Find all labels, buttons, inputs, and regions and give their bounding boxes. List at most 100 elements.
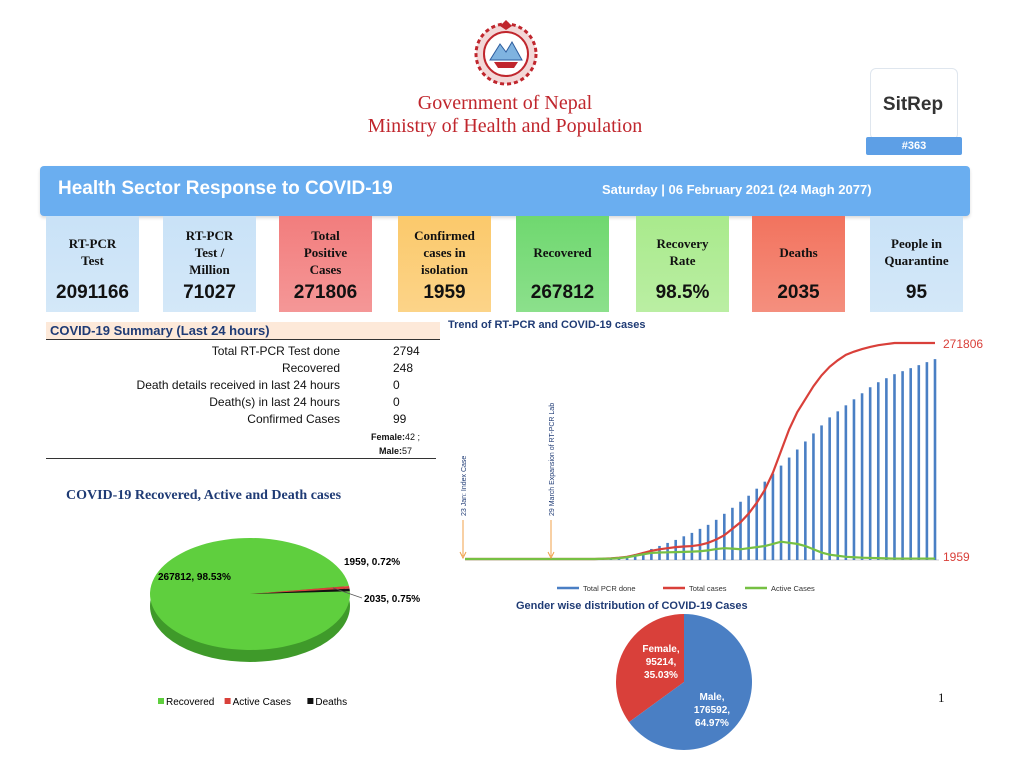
pcr-bar — [731, 507, 734, 560]
stat-card: Deaths 2035 — [752, 216, 845, 312]
legend-label: Active Cases — [771, 584, 815, 593]
pcr-bar — [909, 368, 912, 560]
annotation-label: 29 March Expansion of RT-PCR Lab — [549, 403, 556, 516]
legend-label: Active Cases — [233, 697, 291, 708]
pcr-bar — [755, 488, 759, 560]
pcr-bar — [901, 371, 904, 560]
pcr-bar — [917, 365, 921, 560]
stat-card: Confirmed cases in isolation 1959 — [398, 216, 491, 312]
recovered-pie-chart: 267812, 98.53% 1959, 0.72% 2035, 0.75% R… — [150, 538, 420, 708]
male-count: Male:57 — [379, 446, 413, 456]
annotation-label: 23 Jan: Index Case — [461, 456, 468, 516]
title-banner — [40, 166, 970, 216]
stat-card-label: Total Positive Cases — [303, 227, 348, 277]
pie-label-recovered: 267812, 98.53% — [158, 572, 231, 583]
stat-card: Recovered 267812 — [516, 216, 609, 312]
pcr-bar — [836, 411, 840, 560]
pcr-bar — [747, 495, 750, 560]
total-cases-end-label: 271806 — [943, 337, 983, 351]
pie-slice-female — [616, 614, 684, 723]
pcr-bar — [860, 393, 864, 560]
nepal-emblem-icon — [474, 20, 538, 86]
summary-row-label: Confirmed Cases — [247, 412, 340, 426]
pcr-bar — [868, 387, 872, 560]
summary-row-label: Total RT-PCR Test done — [211, 344, 340, 358]
pcr-bar — [723, 513, 726, 560]
pcr-bar — [650, 548, 653, 560]
pcr-bar — [763, 481, 767, 560]
pie-label-deaths: 2035, 0.75% — [364, 594, 420, 605]
summary-row-value: 99 — [393, 412, 407, 426]
pie-label-active: 1959, 0.72% — [344, 557, 400, 568]
stat-card-label: People in Quarantine — [884, 236, 949, 268]
stat-card: RT-PCR Test / Million 71027 — [163, 216, 256, 312]
legend-label: Total PCR done — [583, 584, 636, 593]
pcr-bar — [885, 378, 888, 560]
pcr-bar — [771, 473, 775, 560]
stat-card-label: Recovery Rate — [656, 236, 709, 268]
pcr-bar — [893, 374, 896, 560]
gender-label-male-1: Male, — [699, 692, 724, 703]
pcr-bar — [844, 405, 848, 560]
stat-card-value: 95 — [905, 282, 928, 303]
legend-label: Deaths — [315, 697, 347, 708]
stat-card-value: 98.5% — [655, 282, 710, 303]
pcr-bar — [682, 536, 686, 560]
gender-pie-title: Gender wise distribution of COVID-19 Cas… — [516, 600, 748, 612]
banner-title: Health Sector Response to COVID-19 — [58, 178, 393, 199]
stat-card-value: 2035 — [777, 282, 820, 303]
stat-card-label: RT-PCR Test / Million — [185, 227, 234, 277]
stat-card-value: 1959 — [423, 282, 466, 303]
arrow-head — [459, 551, 467, 560]
pie-slice-male — [629, 614, 752, 750]
gender-pie-chart: Female, 95214, 35.03% Male, 176592, 64.9… — [616, 614, 752, 750]
legend-swatch — [307, 698, 314, 704]
sitrep-badge — [870, 68, 958, 140]
pcr-bar — [795, 449, 799, 560]
banner-date: Saturday | 06 February 2021 (24 Magh 207… — [602, 182, 872, 197]
stat-card-label: Recovered — [533, 244, 592, 260]
ministry-title: Government of Nepal Ministry of Health a… — [330, 92, 680, 138]
gender-label-female-1: Female, — [642, 644, 679, 655]
stat-card-label: RT-PCR Test — [68, 236, 117, 268]
pcr-bar — [641, 551, 645, 560]
summary-row-label: Recovered — [281, 361, 340, 375]
legend-swatch — [158, 698, 164, 704]
summary-divider — [46, 458, 436, 459]
summary-title: COVID-19 Summary (Last 24 hours) — [46, 322, 440, 340]
pie-leader-line — [332, 587, 363, 599]
pie-slice-recovered — [150, 538, 351, 651]
pie-slice-active — [250, 586, 350, 594]
sitrep-label: SitRep — [882, 94, 944, 115]
gov-line-2: Ministry of Health and Population — [367, 115, 643, 137]
pcr-bar — [779, 465, 783, 560]
summary-row-value: 248 — [393, 361, 414, 375]
summary-row-value: 2794 — [393, 344, 420, 358]
stat-card-value: 2091166 — [56, 282, 129, 303]
pcr-bar — [933, 359, 937, 560]
legend-label: Recovered — [166, 697, 214, 708]
gender-label-male-2: 176592, — [694, 705, 730, 716]
trend-chart: 271806 1959 23 Jan: Index Case 29 March Exp… — [459, 337, 983, 593]
recovered-pie-legend: Recovered Active Cases Deaths — [158, 697, 347, 708]
stat-card: RT-PCR Test 2091166 — [46, 216, 139, 312]
female-count: Female:42 ; — [371, 432, 421, 442]
active-cases-line — [465, 540, 935, 561]
pcr-bar — [812, 433, 815, 560]
stat-card-value: 71027 — [183, 282, 236, 303]
stat-card: Total Positive Cases 271806 — [279, 216, 372, 312]
pcr-bar — [787, 457, 791, 560]
gender-label-male-3: 64.97% — [695, 718, 729, 729]
stat-card: Recovery Rate 98.5% — [636, 216, 729, 312]
pcr-bar — [925, 362, 929, 560]
total-cases-line — [465, 341, 935, 561]
gender-label-female-2: 95214, — [646, 657, 677, 668]
active-cases-end-label: 1959 — [943, 550, 970, 564]
summary-row-label: Death details received in last 24 hours — [136, 378, 340, 392]
pcr-bar — [739, 501, 742, 560]
pcr-bar — [828, 417, 831, 560]
stat-card-value: 267812 — [530, 282, 595, 303]
summary-row-value: 0 — [393, 395, 400, 409]
stat-card: People in Quarantine 95 — [870, 216, 963, 312]
stat-card-value: 271806 — [293, 282, 358, 303]
